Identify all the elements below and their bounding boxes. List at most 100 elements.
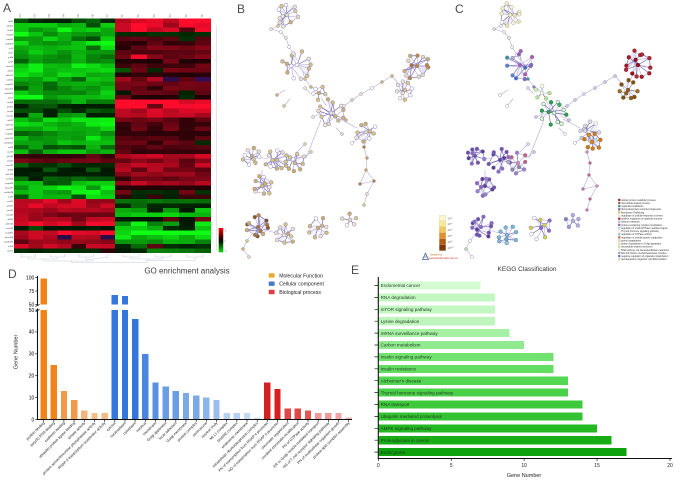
svg-text:Endometrial cancer: Endometrial cancer — [381, 283, 421, 288]
svg-text:irs139: irs139 — [8, 196, 13, 199]
svg-text:mRNA surveillance pathway: mRNA surveillance pathway — [381, 331, 439, 336]
svg-text:20: 20 — [29, 374, 35, 380]
svg-text:grb241: grb241 — [7, 205, 13, 208]
svg-text:prkaa215: prkaa215 — [5, 87, 13, 90]
svg-text:Endocytosis: Endocytosis — [381, 450, 406, 455]
svg-text:T2: T2 — [136, 14, 140, 18]
svg-text:sos129: sos129 — [7, 152, 13, 154]
svg-text:Carbon metabolism: Carbon metabolism — [381, 343, 421, 348]
svg-text:prkaa226: prkaa226 — [5, 137, 13, 140]
svg-text:10-0: 10-0 — [447, 216, 453, 220]
svg-text:10: 10 — [521, 463, 527, 469]
svg-text:sos118: sos118 — [7, 102, 13, 104]
svg-text:sos17: sos17 — [8, 52, 13, 54]
svg-text:Cellular component: Cellular component — [279, 282, 324, 288]
svg-text:N5: N5 — [76, 14, 80, 18]
svg-text:akt311: akt311 — [7, 69, 13, 72]
svg-text:100: 100 — [26, 275, 35, 281]
svg-text:Proteoglycans in cancer: Proteoglycans in cancer — [381, 438, 430, 443]
svg-text:akt344: akt344 — [7, 218, 13, 221]
svg-text:N2: N2 — [33, 14, 37, 18]
svg-text:C: C — [455, 2, 464, 16]
svg-text:RNA transport: RNA transport — [381, 402, 411, 407]
svg-text:10-2: 10-2 — [447, 222, 453, 226]
svg-text:T1: T1 — [120, 14, 124, 18]
svg-text:mapk947: mapk947 — [5, 233, 13, 235]
svg-text:pik3r123: pik3r123 — [6, 123, 13, 126]
svg-text:Lysine degradation: Lysine degradation — [381, 319, 420, 324]
svg-text:Insulin signaling pathway: Insulin signaling pathway — [381, 355, 433, 360]
svg-text:pten42: pten42 — [7, 209, 13, 212]
svg-text:irs128: irs128 — [8, 146, 13, 149]
svg-text:pik3r11: pik3r11 — [7, 24, 13, 27]
svg-text:ccnd135: ccnd135 — [6, 179, 13, 181]
svg-text:rps6kb15: rps6kb15 — [5, 42, 13, 45]
svg-text:akt30: akt30 — [8, 20, 13, 23]
svg-text:rps6kb116: rps6kb116 — [4, 92, 13, 95]
svg-text:prkaa24: prkaa24 — [6, 38, 13, 41]
svg-text:rps6kb127: rps6kb127 — [4, 142, 13, 145]
svg-text:50: 50 — [29, 308, 35, 314]
svg-text:foxo121: foxo121 — [6, 115, 13, 117]
svg-text:N3: N3 — [47, 14, 51, 18]
svg-text:irs16: irs16 — [9, 47, 13, 50]
svg-text:Alzheimer's disease: Alzheimer's disease — [381, 378, 422, 383]
svg-text:20: 20 — [667, 463, 673, 469]
svg-text:E: E — [351, 263, 359, 277]
svg-text:B: B — [237, 2, 245, 16]
svg-text:10-8: 10-8 — [447, 240, 453, 244]
svg-text:30: 30 — [29, 352, 35, 358]
svg-text:rps6kb138: rps6kb138 — [4, 191, 13, 194]
svg-text:grb219: grb219 — [7, 105, 13, 108]
svg-text:foxo110: foxo110 — [6, 66, 13, 68]
svg-text:sos140: sos140 — [7, 201, 13, 203]
svg-text:Gene Number: Gene Number — [14, 335, 20, 370]
svg-text:KEGG Classification: KEGG Classification — [498, 266, 557, 273]
svg-text:mapk936: mapk936 — [5, 183, 13, 185]
svg-text:mapk914: mapk914 — [5, 84, 13, 86]
svg-text:irs117: irs117 — [8, 96, 13, 99]
svg-text:mapk93: mapk93 — [6, 34, 13, 36]
svg-text:pik3r145: pik3r145 — [6, 223, 13, 226]
svg-text:N6: N6 — [90, 14, 94, 18]
svg-text:ccnd113: ccnd113 — [6, 79, 13, 81]
svg-text:www.bioinformatics.com.cn: www.bioinformatics.com.cn — [429, 257, 458, 260]
svg-text:irs150: irs150 — [8, 245, 13, 248]
svg-text:akt322: akt322 — [7, 119, 13, 122]
svg-text:hematopoietic progenitor cell: hematopoietic progenitor cell differenti… — [621, 258, 667, 261]
svg-text:10-10: 10-10 — [447, 246, 454, 250]
svg-text:10: 10 — [29, 395, 35, 401]
svg-text:akt333: akt333 — [7, 169, 13, 172]
svg-text:T5: T5 — [184, 14, 188, 18]
svg-text:pik3r134: pik3r134 — [6, 173, 13, 176]
svg-text:15: 15 — [594, 463, 600, 469]
svg-text:RNA degradation: RNA degradation — [381, 295, 416, 300]
svg-text:pten9: pten9 — [8, 60, 13, 63]
svg-text:pik3r112: pik3r112 — [6, 74, 13, 77]
svg-text:D: D — [8, 267, 17, 281]
svg-text:0: 0 — [225, 241, 227, 243]
svg-text:rps6kb149: rps6kb149 — [4, 241, 13, 244]
svg-text:T6: T6 — [200, 14, 204, 18]
svg-text:5: 5 — [450, 463, 453, 469]
svg-text:N4: N4 — [62, 14, 66, 18]
svg-text:ccnd124: ccnd124 — [6, 129, 13, 131]
svg-text:prkaa237: prkaa237 — [5, 187, 13, 190]
svg-text:AMPK signaling pathway: AMPK signaling pathway — [381, 426, 433, 431]
svg-text:4: 4 — [225, 231, 227, 233]
svg-text:grb28: grb28 — [8, 56, 13, 59]
svg-text:N1: N1 — [18, 14, 22, 18]
svg-text:-4: -4 — [225, 251, 228, 253]
svg-text:A: A — [3, 1, 11, 15]
svg-text:GO enrichment analysis: GO enrichment analysis — [144, 267, 229, 276]
svg-text:pten31: pten31 — [7, 160, 13, 163]
svg-text:mTOR signaling pathway: mTOR signaling pathway — [381, 307, 433, 312]
svg-text:prkaa248: prkaa248 — [5, 236, 13, 239]
svg-text:10-4: 10-4 — [447, 228, 453, 232]
svg-text:ccnd12: ccnd12 — [7, 30, 13, 32]
svg-text:T3: T3 — [152, 14, 156, 18]
svg-text:sos151: sos151 — [7, 251, 13, 253]
svg-text:Ubiquitin mediated proteolysis: Ubiquitin mediated proteolysis — [381, 414, 443, 419]
svg-text:foxo143: foxo143 — [6, 215, 13, 217]
svg-text:Insulin resistance: Insulin resistance — [381, 367, 417, 372]
